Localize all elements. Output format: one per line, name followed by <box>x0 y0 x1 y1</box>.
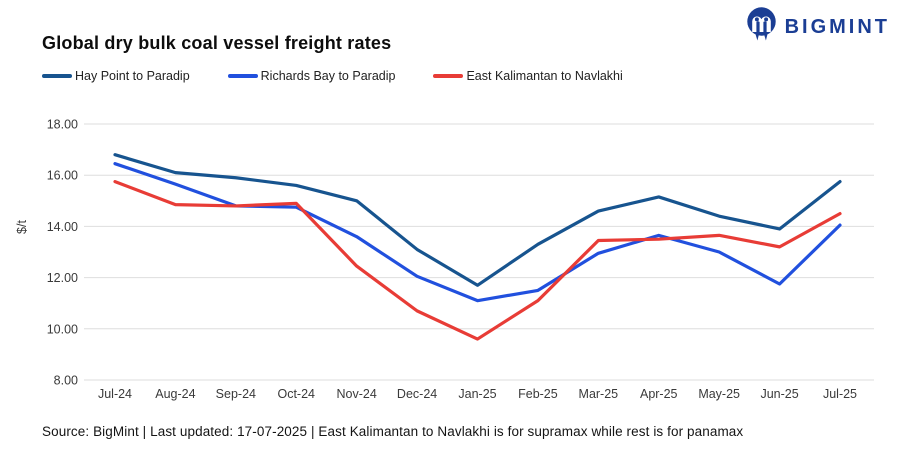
x-tick-label: Aug-24 <box>155 387 195 401</box>
legend-label: Richards Bay to Paradip <box>260 69 396 83</box>
x-tick-label: Jan-25 <box>458 387 496 401</box>
x-tick-label: Jul-24 <box>98 387 132 401</box>
x-tick-label: Oct-24 <box>277 387 315 401</box>
y-tick-label: 12.00 <box>47 271 78 285</box>
legend-line-swatch <box>42 74 72 78</box>
source-note: Source: BigMint | Last updated: 17-07-20… <box>42 424 744 439</box>
chart-title: Global dry bulk coal vessel freight rate… <box>42 33 392 53</box>
series-line-0 <box>113 153 842 287</box>
brand-name: BIGMINT <box>784 16 890 38</box>
x-tick-label: Apr-25 <box>640 387 678 401</box>
bigmint-logo: BIGMINT <box>745 6 890 49</box>
y-tick-label: 10.00 <box>47 322 78 336</box>
legend-item-0: Hay Point to Paradip <box>42 69 190 83</box>
legend-line-swatch <box>227 74 258 78</box>
x-tick-label: Sep-24 <box>216 387 256 401</box>
legend-item-1: Richards Bay to Paradip <box>227 69 396 83</box>
legend-label: Hay Point to Paradip <box>75 69 190 83</box>
y-tick-label: 16.00 <box>47 169 78 183</box>
legend-label: East Kalimantan to Navlakhi <box>466 69 623 83</box>
chart-legend: Hay Point to Paradip Richards Bay to Para… <box>42 69 623 83</box>
x-tick-label: Mar-25 <box>579 387 619 401</box>
series-line-2 <box>113 180 842 341</box>
legend-item-2: East Kalimantan to Navlakhi <box>433 69 623 83</box>
x-tick-label: Jul-25 <box>823 387 857 401</box>
x-tick-label: Nov-24 <box>337 387 377 401</box>
x-tick-label: May-25 <box>698 387 740 401</box>
bigmint-mascot-icon <box>745 6 778 49</box>
y-tick-label: 18.00 <box>47 118 78 132</box>
series-line-1 <box>113 162 842 303</box>
y-tick-label: 8.00 <box>54 374 78 388</box>
x-tick-label: Dec-24 <box>397 387 437 401</box>
x-tick-label: Feb-25 <box>518 387 558 401</box>
y-tick-label: 14.00 <box>47 220 78 234</box>
legend-line-swatch <box>433 74 464 78</box>
x-tick-label: Jun-25 <box>760 387 798 401</box>
